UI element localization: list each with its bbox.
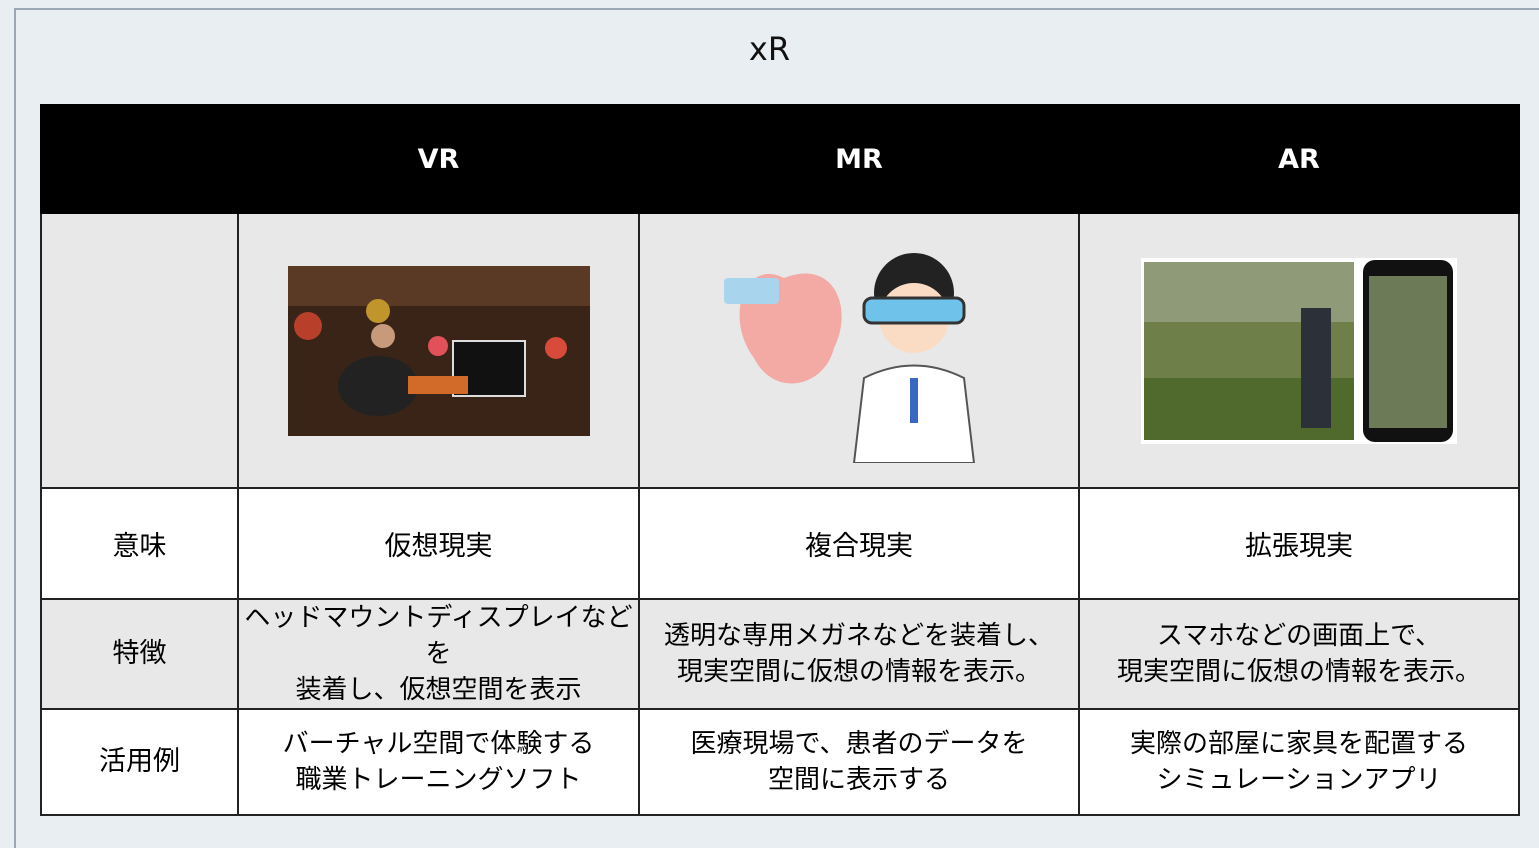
header-row: VR MR AR xyxy=(40,104,1520,214)
header-cell: MR xyxy=(638,104,1080,214)
cell: 複合現実 xyxy=(638,487,1080,600)
cell: 拡張現実 xyxy=(1078,487,1520,600)
cell-line: 実際の部屋に家具を配置する xyxy=(1129,729,1468,759)
cell xyxy=(638,212,1080,489)
cell xyxy=(1078,212,1520,489)
cell-line: 現実空間に仮想の情報を表示。 xyxy=(1116,657,1481,687)
cell-line: 拡張現実 xyxy=(1245,531,1353,562)
row-label: 特徴 xyxy=(40,598,239,710)
cell-line: 仮想現実 xyxy=(384,531,493,562)
cell-line: バーチャル空間で体験する xyxy=(282,729,595,759)
row-label: 意味 xyxy=(40,487,239,600)
cell-line: 空間に表示する xyxy=(767,765,950,795)
cell: バーチャル空間で体験する 職業トレーニングソフト xyxy=(237,708,640,816)
vr-image xyxy=(287,265,590,436)
frame xyxy=(14,8,1539,848)
cell-line: 透明な専用メガネなどを装着し、 xyxy=(663,621,1054,651)
xr-table: VR MR AR 意味 仮想現実 複合現実 拡張現実 特徴 ヘッドマウントディス… xyxy=(40,104,1520,816)
header-cell: VR xyxy=(237,104,640,214)
cell-line: スマホなどの画面上で、 xyxy=(1156,621,1442,651)
cell-line: 装着し、仮想空間を表示 xyxy=(295,675,582,705)
cell: 医療現場で、患者のデータを 空間に表示する xyxy=(638,708,1080,816)
cell: ヘッドマウントディスプレイなどを装着し、仮想空間を表示 xyxy=(237,598,640,710)
row-label: 活用例 xyxy=(40,708,239,816)
row: 特徴 ヘッドマウントディスプレイなどを装着し、仮想空間を表示 透明な専用メガネな… xyxy=(40,598,1520,710)
cell: スマホなどの画面上で、現実空間に仮想の情報を表示。 xyxy=(1078,598,1520,710)
header-cell xyxy=(40,104,239,214)
cell-line: 医療現場で、患者のデータを xyxy=(690,729,1028,759)
cell xyxy=(237,212,640,489)
cell-line: シミュレーションアプリ xyxy=(1156,765,1442,795)
ar-image xyxy=(1141,257,1457,444)
cell-line: 現実空間に仮想の情報を表示。 xyxy=(676,657,1041,687)
cell-line: 複合現実 xyxy=(805,531,913,562)
cell: 仮想現実 xyxy=(237,487,640,600)
cell xyxy=(40,212,239,489)
header-cell: AR xyxy=(1078,104,1520,214)
cell-line: 職業トレーニングソフト xyxy=(295,765,582,795)
mr-image xyxy=(724,253,976,463)
cell: 実際の部屋に家具を配置する シミュレーションアプリ xyxy=(1078,708,1520,816)
cell: 透明な専用メガネなどを装着し、 現実空間に仮想の情報を表示。 xyxy=(638,598,1080,710)
title: xR xyxy=(748,30,791,68)
cell-line: ヘッドマウントディスプレイなどを xyxy=(244,603,633,669)
row: 活用例 バーチャル空間で体験する 職業トレーニングソフト 医療現場で、患者のデータ… xyxy=(40,708,1520,816)
row: 意味 仮想現実 複合現実 拡張現実 xyxy=(40,487,1520,600)
image-row xyxy=(40,212,1520,489)
